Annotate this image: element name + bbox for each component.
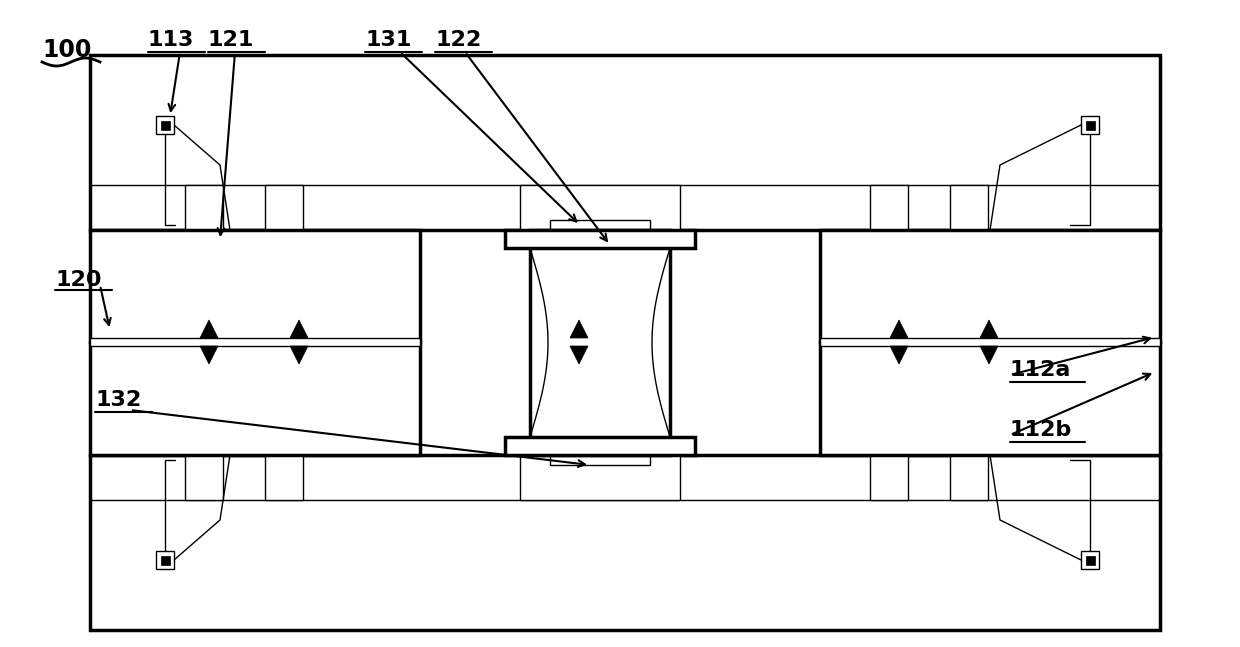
- Bar: [520, 185, 680, 230]
- Bar: [551, 220, 650, 238]
- Text: 121: 121: [208, 30, 254, 50]
- Bar: [1086, 121, 1095, 130]
- Bar: [91, 338, 420, 346]
- Text: 131: 131: [365, 30, 412, 50]
- Bar: [505, 230, 694, 248]
- Polygon shape: [980, 346, 998, 364]
- Polygon shape: [570, 320, 588, 338]
- Bar: [950, 185, 988, 230]
- Bar: [161, 556, 170, 565]
- Bar: [551, 447, 650, 465]
- Text: 113: 113: [148, 30, 195, 50]
- Polygon shape: [290, 346, 308, 364]
- Bar: [185, 455, 223, 500]
- Bar: [520, 455, 680, 500]
- Polygon shape: [200, 320, 218, 338]
- Bar: [820, 230, 1159, 342]
- Bar: [820, 342, 1159, 455]
- Polygon shape: [529, 248, 670, 437]
- Bar: [870, 185, 908, 230]
- Bar: [91, 342, 420, 455]
- Polygon shape: [980, 320, 998, 338]
- Bar: [185, 185, 223, 230]
- Polygon shape: [200, 346, 218, 364]
- Bar: [1086, 556, 1095, 565]
- Text: 112a: 112a: [1011, 360, 1071, 380]
- Bar: [820, 338, 1159, 346]
- Text: 122: 122: [435, 30, 481, 50]
- Bar: [91, 455, 1159, 630]
- Bar: [265, 455, 303, 500]
- Text: 112b: 112b: [1011, 420, 1073, 440]
- Bar: [156, 116, 174, 134]
- Polygon shape: [890, 346, 908, 364]
- Bar: [950, 455, 988, 500]
- Bar: [91, 55, 1159, 230]
- Text: 100: 100: [42, 38, 92, 62]
- Bar: [91, 230, 420, 342]
- Text: 120: 120: [55, 270, 102, 290]
- Bar: [505, 437, 694, 455]
- Bar: [1081, 116, 1099, 134]
- Bar: [265, 185, 303, 230]
- Bar: [156, 551, 174, 569]
- Polygon shape: [890, 320, 908, 338]
- Bar: [1081, 551, 1099, 569]
- Polygon shape: [570, 346, 588, 364]
- Text: 132: 132: [95, 390, 141, 410]
- Bar: [870, 455, 908, 500]
- Bar: [161, 121, 170, 130]
- Bar: [529, 230, 670, 455]
- Polygon shape: [290, 320, 308, 338]
